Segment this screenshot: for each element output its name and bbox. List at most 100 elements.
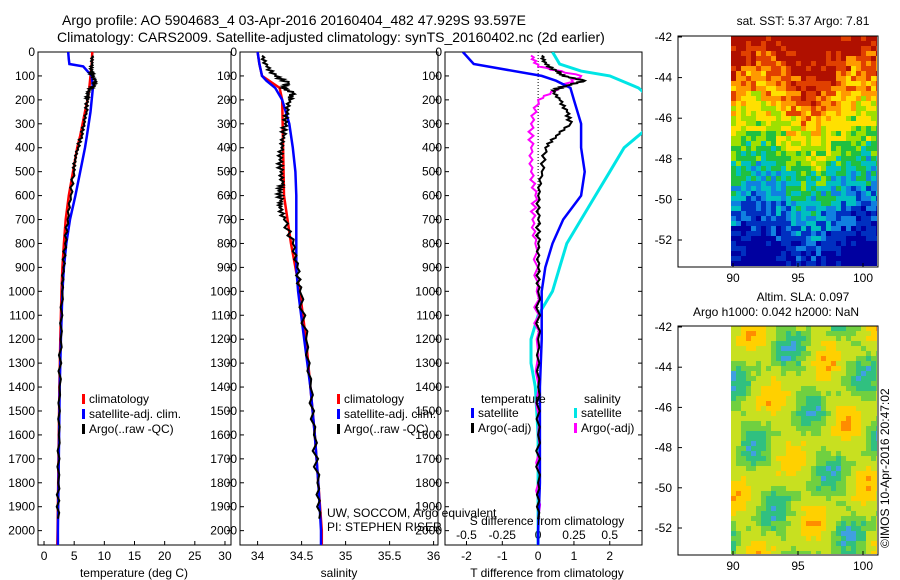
sla-map-cell xyxy=(771,441,776,446)
sla-map-cell xyxy=(841,511,846,516)
sst-map-cell xyxy=(816,61,821,66)
sla-map-cell xyxy=(746,396,751,401)
sst-map-cell xyxy=(841,121,846,126)
sst-map-cell xyxy=(791,146,796,151)
sst-map-cell xyxy=(841,246,846,251)
sla-map-cell xyxy=(771,481,776,486)
sla-map-cell xyxy=(766,356,771,361)
sla-map-cell xyxy=(786,466,791,471)
sla-map-cell xyxy=(876,326,877,331)
sst-map-cell xyxy=(821,201,826,206)
sla-map-cell xyxy=(766,481,771,486)
sst-map-cell xyxy=(776,186,781,191)
sst-map-cell xyxy=(871,171,876,176)
sst-map-cell xyxy=(806,41,811,46)
sst-map-cell xyxy=(741,246,746,251)
sla-map-cell xyxy=(836,531,841,536)
sst-map-cell xyxy=(796,46,801,51)
sla-map-cell xyxy=(851,366,856,371)
sla-map-cell xyxy=(846,496,851,501)
sst-map-cell xyxy=(851,201,856,206)
sst-map-cell xyxy=(861,166,866,171)
sst-map-cell xyxy=(771,51,776,56)
sla-map-cell xyxy=(811,331,816,336)
sst-map-cell xyxy=(731,221,736,226)
sst-map-cell xyxy=(861,91,866,96)
sla-map-cell xyxy=(876,381,877,386)
sla-map-cell xyxy=(741,341,746,346)
sla-map-cell xyxy=(821,391,826,396)
sla-map-cell xyxy=(856,331,861,336)
sst-map-cell xyxy=(856,211,861,216)
sst-map-cell xyxy=(801,176,806,181)
sst-map-cell xyxy=(761,91,766,96)
sst-map-cell xyxy=(811,61,816,66)
sla-map-cell xyxy=(796,506,801,511)
sla-map-cell xyxy=(776,511,781,516)
sla-map-cell xyxy=(761,331,766,336)
sst-map-cell xyxy=(871,61,876,66)
sst-map-cell xyxy=(776,36,781,41)
sla-map-cell xyxy=(876,511,877,516)
sla-map-cell xyxy=(836,436,841,441)
sla-map-cell xyxy=(776,381,781,386)
sst-map-cell xyxy=(751,171,756,176)
sla-map-cell xyxy=(861,506,866,511)
sst-map-cell xyxy=(771,91,776,96)
sla-map-cell xyxy=(816,496,821,501)
sst-map-cell xyxy=(746,226,751,231)
sla-map-cell xyxy=(751,511,756,516)
sst-map-cell xyxy=(846,206,851,211)
sst-map-cell xyxy=(756,66,761,71)
depth-tick-label: 1900 xyxy=(8,500,35,514)
sla-map-cell xyxy=(836,326,841,331)
sst-map-cell xyxy=(816,236,821,241)
sst-map-cell xyxy=(761,196,766,201)
sla-map-cell xyxy=(871,531,876,536)
sst-map-cell xyxy=(776,261,781,266)
sst-map-cell xyxy=(816,141,821,146)
sst-map-cell xyxy=(821,61,826,66)
sla-map-cell xyxy=(771,386,776,391)
sst-map-cell xyxy=(736,261,741,266)
sla-map-cell xyxy=(761,441,766,446)
sla-map-cell xyxy=(871,416,876,421)
sst-map-cell xyxy=(741,106,746,111)
x-tick-label: 10 xyxy=(98,549,112,563)
sst-map-cell xyxy=(791,56,796,61)
sla-map-cell xyxy=(751,541,756,546)
sla-map-cell xyxy=(811,361,816,366)
sst-map-cell xyxy=(816,251,821,256)
sla-map-cell xyxy=(866,546,871,551)
sla-map-cell xyxy=(806,346,811,351)
legend2-item-label: satellite-adj. clim. xyxy=(344,407,436,421)
sla-map-cell xyxy=(781,446,786,451)
sla-map-cell xyxy=(861,381,866,386)
sst-map-cell xyxy=(776,91,781,96)
sla-map-cell xyxy=(736,366,741,371)
sla-map-cell xyxy=(761,511,766,516)
sst-map-cell xyxy=(781,226,786,231)
sla-map-cell xyxy=(831,506,836,511)
sla-map-cell xyxy=(856,371,861,376)
sla-map-cell xyxy=(826,486,831,491)
sla-map-cell xyxy=(816,371,821,376)
sla-map-cell xyxy=(796,326,801,331)
sst-map-cell xyxy=(866,171,871,176)
sla-map-cell xyxy=(806,361,811,366)
sst-map-cell xyxy=(861,66,866,71)
sla-map-cell xyxy=(826,436,831,441)
sst-map-cell xyxy=(826,241,831,246)
sst-map-cell xyxy=(836,211,841,216)
sst-map-cell xyxy=(791,246,796,251)
sst-map-cell xyxy=(791,141,796,146)
sla-map-cell xyxy=(806,536,811,541)
sla-map-cell xyxy=(826,481,831,486)
x-tick-label: 15 xyxy=(128,549,142,563)
sla-map-cell xyxy=(831,471,836,476)
sst-map-cell xyxy=(871,126,876,131)
sla-map-cell xyxy=(871,476,876,481)
sst-map-cell xyxy=(751,261,756,266)
sst-map-cell xyxy=(801,71,806,76)
sst-map-cell xyxy=(736,61,741,66)
